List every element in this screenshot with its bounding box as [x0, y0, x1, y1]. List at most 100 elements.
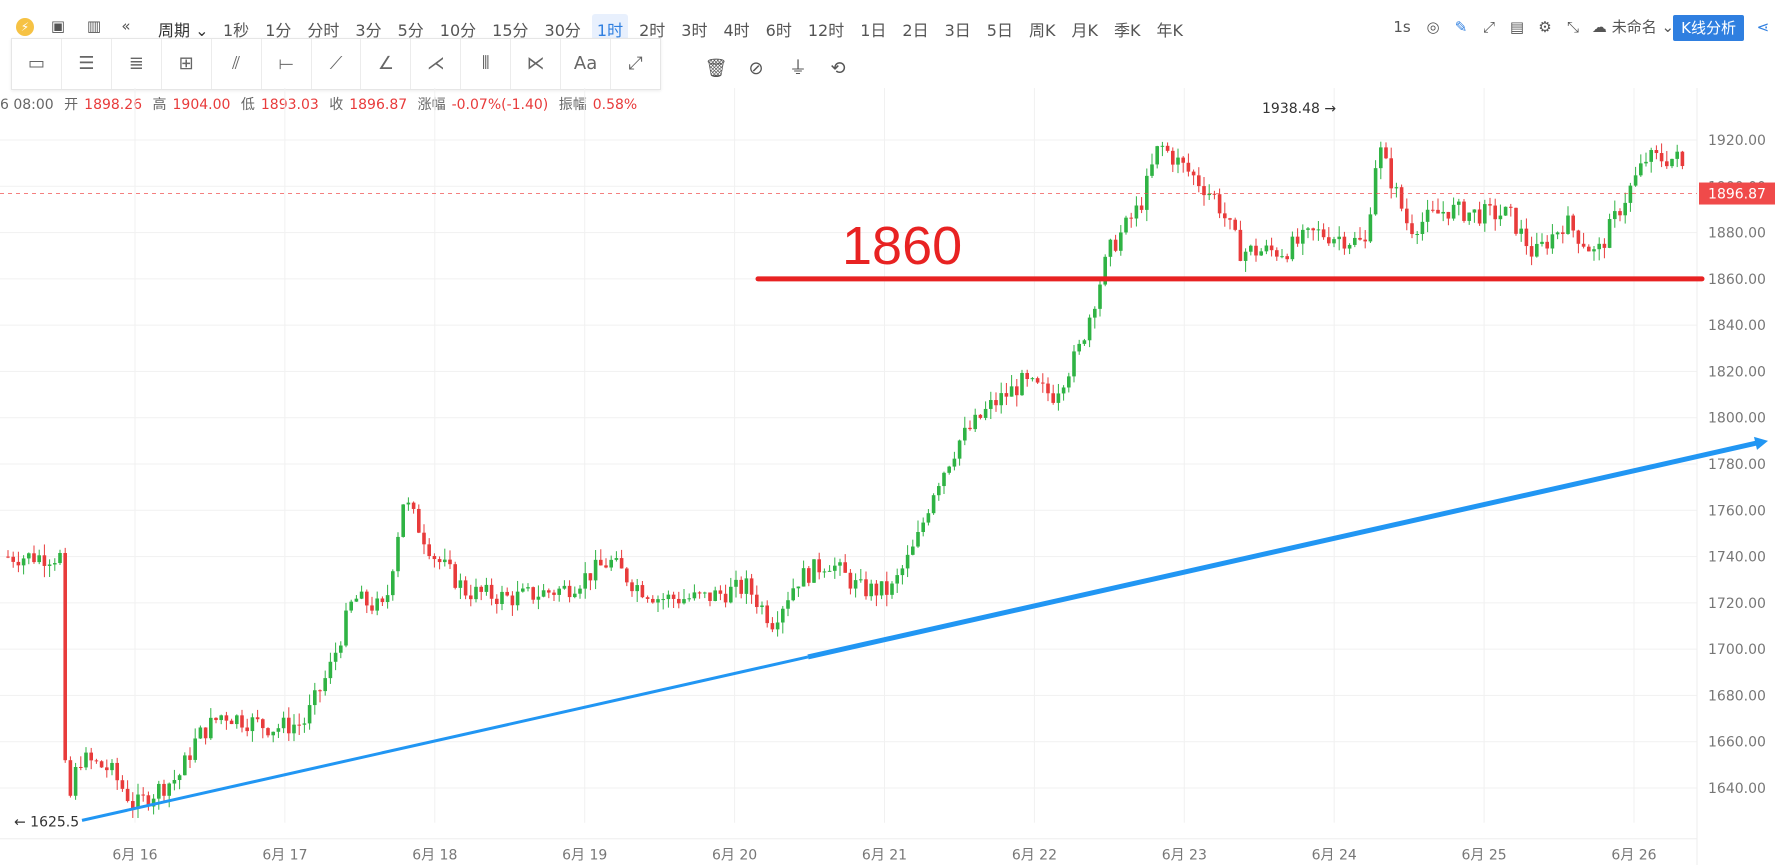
period-tab[interactable]: 1时	[591, 14, 629, 40]
kline-analysis-button[interactable]: K线分析	[1673, 15, 1744, 41]
candle-body	[599, 559, 603, 566]
trash-icon[interactable]: 🗑	[704, 58, 728, 79]
period-tab[interactable]: 3分	[355, 21, 382, 40]
ohlc-time: 6 08:00	[0, 97, 54, 113]
logo-icon[interactable]: ⚡	[16, 18, 34, 36]
period-tab[interactable]: 2日	[902, 21, 929, 40]
candle-body	[1602, 243, 1607, 248]
period-tab[interactable]: 3时	[681, 21, 708, 40]
candle-body	[281, 717, 286, 729]
period-tab[interactable]: 2时	[639, 21, 666, 40]
period-tab[interactable]: 月K	[1071, 21, 1098, 40]
candle-body	[895, 575, 899, 584]
period-tab[interactable]: 年K	[1156, 21, 1183, 40]
angle-icon[interactable]: ∠	[361, 39, 412, 89]
candle-body	[786, 600, 790, 609]
candle-body	[1441, 211, 1445, 214]
candle-body	[313, 690, 317, 706]
candle-body	[1311, 228, 1315, 231]
candle-body	[1540, 241, 1544, 244]
candle-body	[770, 623, 775, 630]
pitchfork-icon[interactable]: ⋉	[511, 39, 562, 89]
period-tab[interactable]: 分时	[307, 21, 340, 40]
screen-icon[interactable]: ▤	[1509, 18, 1525, 36]
calendar-icon[interactable]: ▣	[50, 17, 66, 35]
fullscreen-icon[interactable]: ⤡	[1566, 18, 1579, 36]
candle-body	[1358, 237, 1362, 240]
candle-body	[1576, 230, 1581, 244]
arrow-line-icon[interactable]: ⤢	[628, 53, 643, 74]
x-tick-label: 6月 19	[562, 848, 607, 864]
y-tick-label: 1860.00	[1708, 272, 1766, 288]
period-tab[interactable]: 10分	[439, 21, 477, 40]
high-label: 高	[152, 97, 167, 113]
period-tab[interactable]: 季K	[1113, 21, 1141, 40]
period-tab[interactable]: 5分	[397, 21, 424, 40]
period-tab[interactable]: 6时	[765, 21, 792, 40]
candle-body	[318, 690, 322, 692]
candle-body	[1607, 219, 1612, 248]
candle-body	[635, 585, 639, 592]
settings-icon[interactable]: ⚙	[1538, 18, 1552, 36]
candle-body	[713, 590, 717, 601]
candle-body	[84, 752, 88, 768]
candle-body	[645, 597, 650, 599]
filter-icon[interactable]: ⏚	[789, 58, 807, 79]
candle-body	[1332, 239, 1336, 244]
period-tab[interactable]: 3日	[944, 21, 971, 40]
trend-line-icon[interactable]: ⟋	[312, 39, 362, 89]
sync-icon[interactable]: ⟲	[830, 58, 846, 79]
candle-body	[1550, 234, 1555, 249]
candle-body	[1197, 175, 1201, 187]
y-tick-label: 1780.00	[1708, 457, 1766, 473]
candle-body	[344, 610, 348, 646]
price-chart[interactable]: 1640.00 1660.00 1680.00 1700.00 1720.00 1740.…	[0, 88, 1782, 865]
interval-select[interactable]: 1s	[1393, 18, 1411, 36]
high-value: 1904.00	[172, 97, 231, 113]
candle-body	[625, 568, 629, 583]
rewind-icon[interactable]: «	[121, 17, 131, 35]
camera-icon[interactable]: ◎	[1426, 18, 1440, 36]
channel-icon[interactable]: ⫽	[212, 39, 262, 89]
candle-body	[723, 593, 728, 603]
text-tool-icon[interactable]: Aa	[561, 39, 612, 89]
period-tab[interactable]: 1分	[265, 21, 292, 40]
horizontal-line-icon[interactable]: ⟝	[262, 39, 312, 89]
period-tab[interactable]: 5日	[986, 21, 1013, 40]
fan-icon[interactable]: ⋌	[411, 39, 462, 89]
candle-body	[604, 565, 608, 568]
magnet-icon[interactable]: ⊘	[748, 58, 764, 79]
candle-body	[224, 715, 229, 721]
layout-name-select[interactable]: ☁ 未命名 ⌄	[1591, 18, 1675, 36]
candle-body	[515, 591, 520, 606]
candle-body	[1415, 233, 1419, 235]
candle-body	[479, 586, 483, 592]
period-dropdown[interactable]: 周期 ⌄	[158, 21, 209, 40]
x-tick-label: 6月 25	[1462, 848, 1507, 864]
measure-box-icon[interactable]: ⊞	[162, 39, 212, 89]
layout-icon[interactable]: ▥	[86, 17, 102, 35]
vertical-lines-icon[interactable]: ⦀	[461, 39, 512, 89]
pen-icon[interactable]: ✎	[1454, 18, 1468, 36]
expand-icon[interactable]: ⤢	[1482, 18, 1495, 36]
period-tab[interactable]: 4时	[723, 21, 750, 40]
layout-name: 未命名	[1611, 18, 1657, 36]
candle-body	[1160, 145, 1165, 147]
period-tab[interactable]: 周K	[1028, 21, 1056, 40]
parallel-lines-icon[interactable]: ☰	[62, 39, 112, 89]
period-tab[interactable]: 12时	[807, 21, 845, 40]
period-tab[interactable]: 30分	[544, 21, 581, 40]
candle-body	[973, 414, 977, 430]
candle-body	[1316, 229, 1321, 231]
period-tab[interactable]: 1日	[860, 21, 887, 40]
candle-body	[1483, 204, 1487, 224]
candle-body	[1368, 214, 1373, 242]
share-icon[interactable]: ⋖	[1756, 18, 1770, 36]
fib-lines-icon[interactable]: ≣	[112, 39, 162, 89]
period-tab[interactable]: 1秒	[223, 21, 250, 40]
period-tab[interactable]: 15分	[492, 21, 529, 40]
candle-body	[73, 766, 78, 796]
candle-body	[781, 608, 785, 623]
rectangle-tool-icon[interactable]: ▭	[12, 39, 62, 89]
candle-body	[1535, 243, 1539, 257]
